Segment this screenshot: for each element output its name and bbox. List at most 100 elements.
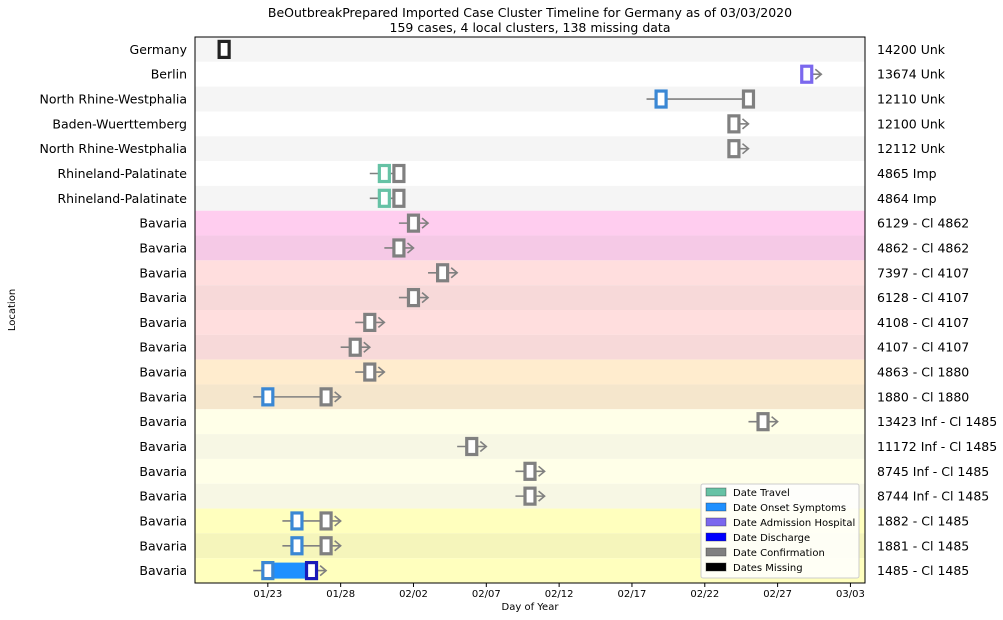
y-tick-label: Bavaria [139,340,187,355]
y-tick-label: North Rhine-Westphalia [40,92,188,107]
travel-marker [377,188,391,208]
y-tick-label: Baden-Wuerttemberg [52,116,187,131]
legend-swatch [705,532,727,542]
legend-swatch [705,487,727,497]
x-axis-ticks: 01/23 01/28 02/02 02/07 02/12 02/17 02/22 02/27… [253,583,865,600]
row-band [195,61,865,87]
confirmation-marker [363,312,377,333]
case-id-label: 1485 - Cl 1485 [877,563,969,578]
row-band [195,161,865,186]
x-tick-label: 02/22 [690,589,719,600]
case-id-label: 13423 Inf - Cl 1485 [877,414,997,429]
y-tick-label: Germany [130,42,188,57]
confirmation-marker [348,337,362,357]
row-band [195,310,865,335]
chart-subtitle: 159 cases, 4 local clusters, 138 missing… [390,20,671,35]
y-tick-label: Bavaria [139,513,187,528]
legend-box [700,483,860,579]
confirmation-marker [392,163,406,184]
travel-marker [377,163,391,184]
legend-label: Date Admission Hospital [733,518,855,529]
arrow-head [334,391,342,403]
confirmation-marker [319,536,333,556]
plot-frame [194,36,866,584]
onset-marker [261,387,275,407]
onset-span-bar [267,562,312,579]
row-band [195,86,865,112]
y-tick-label: Rhineland-Palatinate [57,191,187,206]
confirmation-marker [436,263,450,283]
row-band [195,434,865,459]
row-band [195,210,865,236]
case-id-label: 14200 Unk [877,42,946,57]
confirmation-marker [727,114,741,134]
legend-swatch [705,562,727,572]
arrow-head [377,316,386,329]
row-band [195,285,865,310]
y-tick-label: Bavaria [139,216,187,231]
confirmation-marker [523,461,537,481]
x-tick-label: 03/03 [836,589,865,600]
y-tick-label: Bavaria [139,439,187,454]
arrow-head [741,143,750,155]
x-axis-label: Day of Year [502,602,560,613]
discharge-marker [304,560,319,581]
legend-label: Dates Missing [733,563,803,574]
case-id-label: 4108 - Cl 4107 [877,315,969,330]
arrow-head [421,217,430,229]
y-tick-labels: Germany Berlin North Rhine-Westphalia Baden… [40,42,188,578]
x-tick-label: 02/02 [399,589,428,600]
onset-marker [290,536,304,556]
y-tick-label: Bavaria [139,538,187,553]
y-tick-label: Bavaria [139,414,187,429]
confirmation-marker [319,387,333,407]
x-tick-label: 01/23 [253,589,282,600]
y-tick-label: Bavaria [139,489,187,504]
confirmation-marker [756,412,770,432]
legend-label: Date Travel [733,488,790,499]
onset-marker [261,560,275,581]
case-id-label: 4863 - Cl 1880 [877,365,969,380]
x-tick-label: 02/17 [618,589,647,600]
confirmation-marker [523,486,537,506]
y-tick-label: Bavaria [139,464,187,479]
arrow-head [771,416,779,428]
legend-label: Date Onset Symptoms [733,503,846,514]
case-id-label: 1882 - Cl 1485 [877,513,969,528]
legend-swatch [705,517,727,527]
arrow-head [406,242,415,254]
legend-swatch [705,502,727,512]
x-tick-label: 02/12 [545,589,574,600]
case-id-label: 1880 - Cl 1880 [877,389,969,404]
admission-marker [800,64,814,84]
case-id-label: 8745 Inf - Cl 1485 [877,464,989,479]
case-id-labels: 14200 Unk 13674 Unk 12110 Unk 12100 Unk 1211… [877,42,997,578]
arrow-head [334,515,342,527]
row-band [195,111,865,137]
confirmation-marker [406,287,421,308]
x-tick-label: 02/07 [472,589,501,600]
confirmation-marker [392,238,406,258]
legend: Date Travel Date Onset Symptoms Date Admis… [700,483,860,579]
y-tick-label: Bavaria [139,315,187,330]
case-id-label: 6128 - Cl 4107 [877,290,969,305]
arrow-head [334,540,342,552]
legend-swatch [705,547,727,557]
x-tick-label: 02/27 [763,589,792,600]
case-id-label: 8744 Inf - Cl 1485 [877,489,989,504]
arrow-head [741,118,750,130]
arrow-head [538,465,546,477]
case-id-label: 4107 - Cl 4107 [877,340,969,355]
row-band [195,185,865,211]
confirmation-marker [741,89,756,109]
confirmation-marker [392,188,406,208]
legend-label: Date Discharge [733,533,810,544]
arrow-head [538,490,546,502]
row-band [195,235,865,261]
row-band [195,136,865,162]
case-id-label: 12100 Unk [877,116,946,131]
row-band [195,359,865,385]
confirmation-marker [363,362,377,382]
case-id-label: 11172 Inf - Cl 1485 [877,439,997,454]
